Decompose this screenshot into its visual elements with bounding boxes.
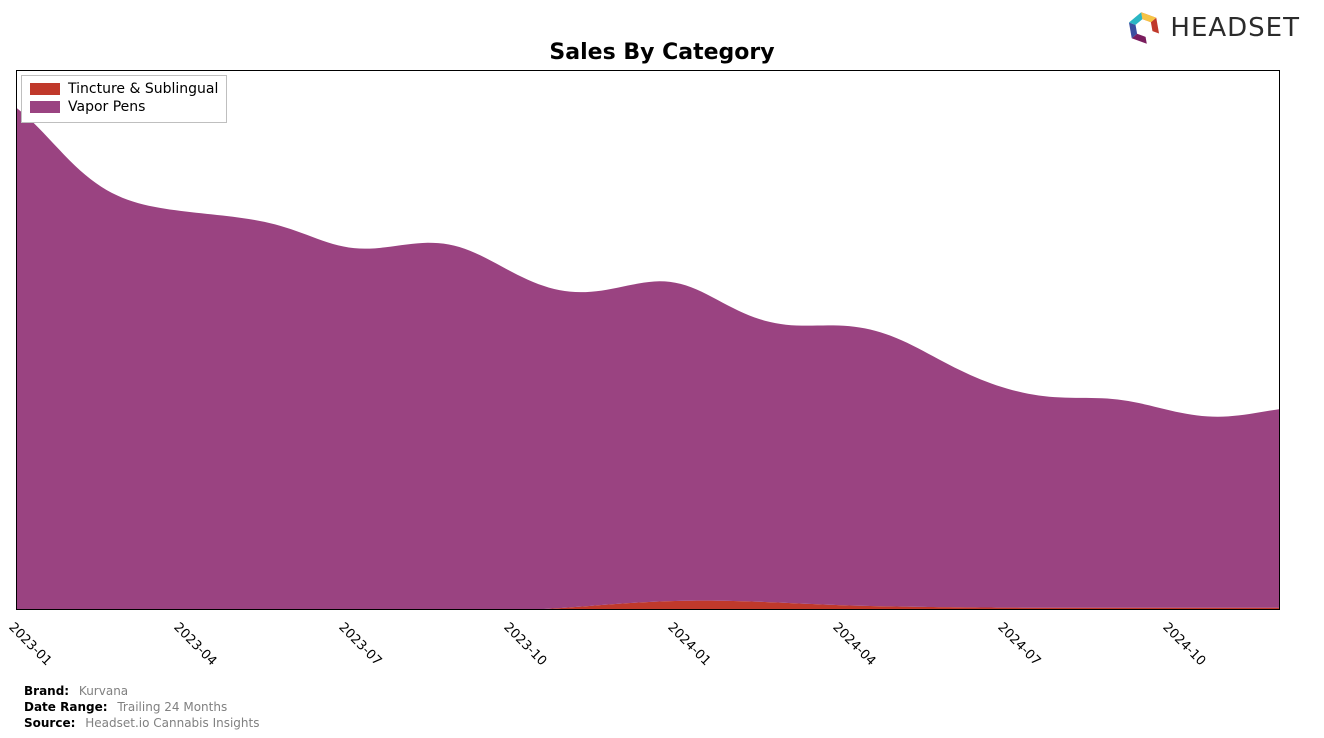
chart-title: Sales By Category bbox=[0, 40, 1324, 65]
x-tick-label: 2023-10 bbox=[500, 620, 549, 669]
footer-range-label: Date Range: bbox=[24, 700, 108, 714]
x-tick-label: 2024-07 bbox=[995, 620, 1044, 669]
footer-date-range: Date Range: Trailing 24 Months bbox=[24, 700, 227, 714]
x-tick-label: 2023-07 bbox=[335, 620, 384, 669]
x-tick-label: 2024-01 bbox=[665, 620, 714, 669]
headset-logo-text: HEADSET bbox=[1170, 13, 1300, 43]
legend-item: Tincture & Sublingual bbox=[30, 80, 218, 98]
footer-range-value: Trailing 24 Months bbox=[117, 700, 227, 714]
x-tick-label: 2023-01 bbox=[5, 620, 54, 669]
legend-swatch bbox=[30, 83, 60, 95]
legend: Tincture & SublingualVapor Pens bbox=[21, 75, 227, 123]
footer-brand: Brand: Kurvana bbox=[24, 684, 128, 698]
footer-source: Source: Headset.io Cannabis Insights bbox=[24, 716, 259, 730]
x-tick-label: 2024-10 bbox=[1159, 620, 1208, 669]
area-series-1 bbox=[17, 108, 1280, 610]
legend-item: Vapor Pens bbox=[30, 98, 218, 116]
footer-brand-label: Brand: bbox=[24, 684, 69, 698]
legend-swatch bbox=[30, 101, 60, 113]
footer-source-value: Headset.io Cannabis Insights bbox=[85, 716, 259, 730]
footer-brand-value: Kurvana bbox=[79, 684, 128, 698]
x-tick-label: 2024-04 bbox=[830, 620, 879, 669]
footer-source-label: Source: bbox=[24, 716, 75, 730]
area-chart-svg bbox=[17, 71, 1280, 610]
x-tick-label: 2023-04 bbox=[170, 620, 219, 669]
legend-label: Vapor Pens bbox=[68, 98, 145, 116]
plot-area: Tincture & SublingualVapor Pens bbox=[16, 70, 1280, 610]
legend-label: Tincture & Sublingual bbox=[68, 80, 218, 98]
